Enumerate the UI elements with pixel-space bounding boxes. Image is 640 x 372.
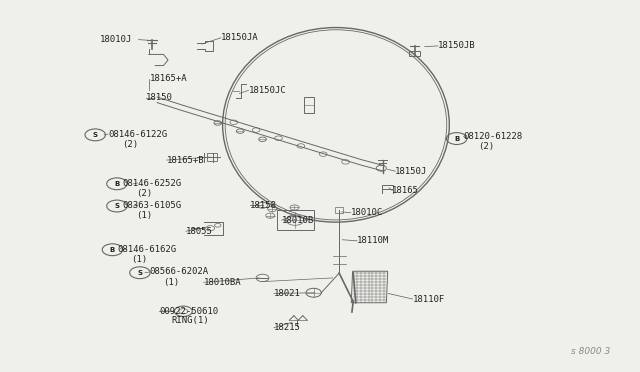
Text: B: B — [454, 135, 460, 142]
Bar — [304, 97, 314, 113]
Text: 18215: 18215 — [274, 323, 301, 332]
Text: (1): (1) — [164, 278, 180, 287]
Text: 18110M: 18110M — [357, 236, 389, 246]
Text: 18010J: 18010J — [99, 35, 132, 44]
Text: 18021: 18021 — [274, 289, 301, 298]
Text: 08120-61228: 08120-61228 — [464, 132, 523, 141]
Bar — [335, 207, 343, 213]
Text: 18110F: 18110F — [413, 295, 445, 304]
Text: (2): (2) — [122, 140, 138, 149]
Text: 18150: 18150 — [147, 93, 173, 102]
Text: S: S — [93, 132, 98, 138]
Text: 18165+B: 18165+B — [167, 155, 204, 164]
Text: 18165: 18165 — [392, 186, 419, 195]
Text: 18150J: 18150J — [396, 167, 428, 176]
Text: 18150JB: 18150JB — [438, 41, 476, 51]
Bar — [207, 153, 217, 161]
Text: 18150JC: 18150JC — [248, 86, 286, 95]
Text: s 8000 3: s 8000 3 — [572, 347, 611, 356]
Text: (2): (2) — [478, 142, 495, 151]
Text: 18158: 18158 — [250, 201, 276, 210]
Text: 08146-6122G: 08146-6122G — [108, 129, 167, 139]
Text: 08566-6202A: 08566-6202A — [150, 267, 209, 276]
Text: (1): (1) — [132, 255, 148, 264]
Text: S: S — [115, 203, 120, 209]
Text: B: B — [110, 247, 115, 253]
Text: 18010C: 18010C — [351, 208, 383, 217]
Text: RING(1): RING(1) — [172, 317, 209, 326]
Text: (1): (1) — [136, 211, 152, 220]
Text: 08146-6162G: 08146-6162G — [118, 244, 177, 253]
Text: (2): (2) — [136, 189, 152, 198]
Text: 08363-6105G: 08363-6105G — [122, 201, 181, 210]
Text: 18010B: 18010B — [282, 216, 314, 225]
Bar — [409, 51, 420, 56]
Text: 00922-50610: 00922-50610 — [159, 307, 218, 316]
Text: B: B — [115, 181, 120, 187]
Bar — [276, 211, 314, 230]
Text: 18010BA: 18010BA — [204, 278, 241, 287]
Text: 18055: 18055 — [186, 227, 212, 236]
Text: 18165+A: 18165+A — [150, 74, 187, 83]
Text: 18150JA: 18150JA — [221, 33, 259, 42]
Text: 08146-6252G: 08146-6252G — [122, 179, 181, 187]
Text: S: S — [138, 270, 143, 276]
